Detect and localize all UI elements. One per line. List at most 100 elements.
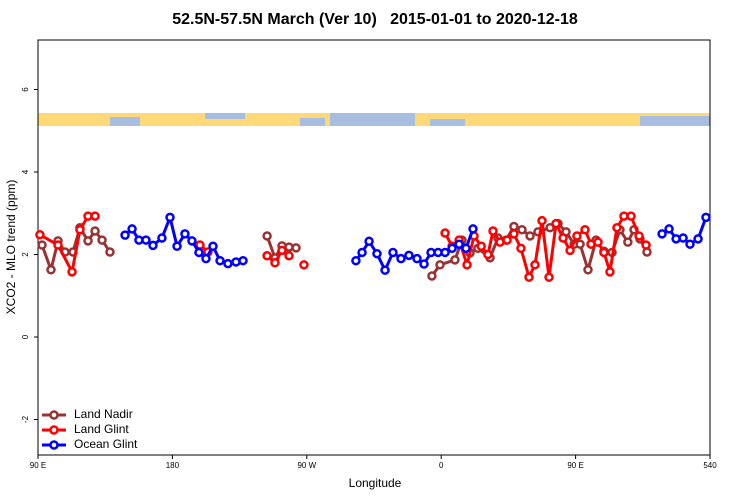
x-tick-label: 90 W: [297, 461, 316, 470]
point: [678, 233, 688, 243]
legend-marker: [49, 425, 59, 435]
point: [364, 236, 374, 247]
point: [516, 243, 526, 254]
point: [468, 224, 478, 234]
point: [440, 228, 450, 238]
point: [46, 265, 56, 275]
point: [187, 236, 197, 246]
legend-marker: [49, 410, 59, 420]
point: [483, 249, 493, 260]
series-line: [39, 214, 648, 282]
point: [75, 225, 85, 235]
point: [427, 271, 437, 281]
point: [215, 255, 225, 266]
point: [454, 239, 464, 249]
point: [551, 218, 561, 229]
point: [419, 259, 429, 269]
point: [223, 258, 233, 269]
point: [575, 239, 585, 249]
x-tick-label: 90 E: [30, 461, 46, 470]
point: [172, 241, 182, 252]
x-tick-label: 180: [166, 461, 180, 470]
point: [626, 211, 636, 221]
x-tick-label: 90 E: [567, 461, 583, 470]
legend-label: Land Glint: [74, 422, 129, 436]
legend-label: Ocean Glint: [74, 437, 138, 451]
point: [440, 247, 450, 258]
point: [530, 260, 540, 270]
point: [83, 236, 93, 246]
point: [593, 237, 603, 247]
point: [701, 212, 711, 223]
point: [537, 215, 547, 226]
point: [380, 265, 390, 275]
point: [141, 235, 151, 245]
point: [580, 225, 590, 235]
point: [157, 233, 167, 243]
point: [572, 231, 582, 241]
point: [502, 235, 512, 245]
point: [447, 243, 457, 254]
point: [612, 222, 622, 233]
point: [462, 260, 472, 270]
y-tick-label: -2: [21, 415, 30, 423]
point: [509, 229, 519, 239]
point: [664, 224, 674, 234]
point: [127, 224, 137, 234]
point: [105, 247, 115, 257]
point: [565, 245, 575, 256]
point: [165, 212, 175, 223]
point: [545, 222, 555, 233]
point: [262, 231, 272, 241]
point: [599, 247, 609, 258]
point: [90, 226, 100, 236]
point: [284, 251, 294, 261]
point: [544, 272, 554, 282]
point: [180, 229, 190, 239]
point: [291, 243, 301, 253]
point: [657, 229, 667, 239]
point: [525, 231, 535, 241]
point: [388, 247, 398, 258]
point: [634, 231, 644, 241]
y-tick-label: 0: [21, 334, 30, 339]
y-tick-label: 4: [21, 169, 30, 174]
point: [605, 267, 615, 277]
point: [37, 240, 47, 250]
point: [90, 211, 100, 221]
point: [558, 233, 568, 243]
point: [270, 258, 280, 268]
point: [450, 255, 460, 265]
point: [238, 255, 248, 266]
point: [372, 248, 382, 259]
point: [524, 272, 534, 282]
chart-title: 52.5N-57.5N March (Ver 10) 2015-01-01 to…: [172, 11, 578, 28]
point: [201, 253, 211, 264]
point: [53, 240, 63, 250]
point: [194, 247, 204, 258]
point: [396, 253, 406, 264]
legend-label: Land Nadir: [74, 407, 133, 421]
point: [583, 265, 593, 275]
point: [208, 241, 218, 252]
point: [97, 235, 107, 245]
point: [262, 251, 272, 261]
x-tick-label: 0: [439, 461, 444, 470]
point: [404, 250, 414, 261]
x-tick-label: 540: [703, 461, 717, 470]
point: [517, 225, 527, 235]
point: [488, 226, 498, 236]
legend-marker: [49, 440, 59, 450]
point: [357, 247, 367, 258]
point: [412, 253, 422, 264]
point: [67, 267, 77, 277]
y-axis-label: XCO2 - MLO trend (ppm): [4, 180, 18, 315]
point: [641, 240, 651, 250]
point: [623, 237, 633, 247]
point: [35, 229, 45, 240]
point: [148, 240, 158, 251]
y-tick-label: 6: [21, 87, 30, 92]
point: [120, 230, 130, 240]
point: [435, 260, 445, 270]
